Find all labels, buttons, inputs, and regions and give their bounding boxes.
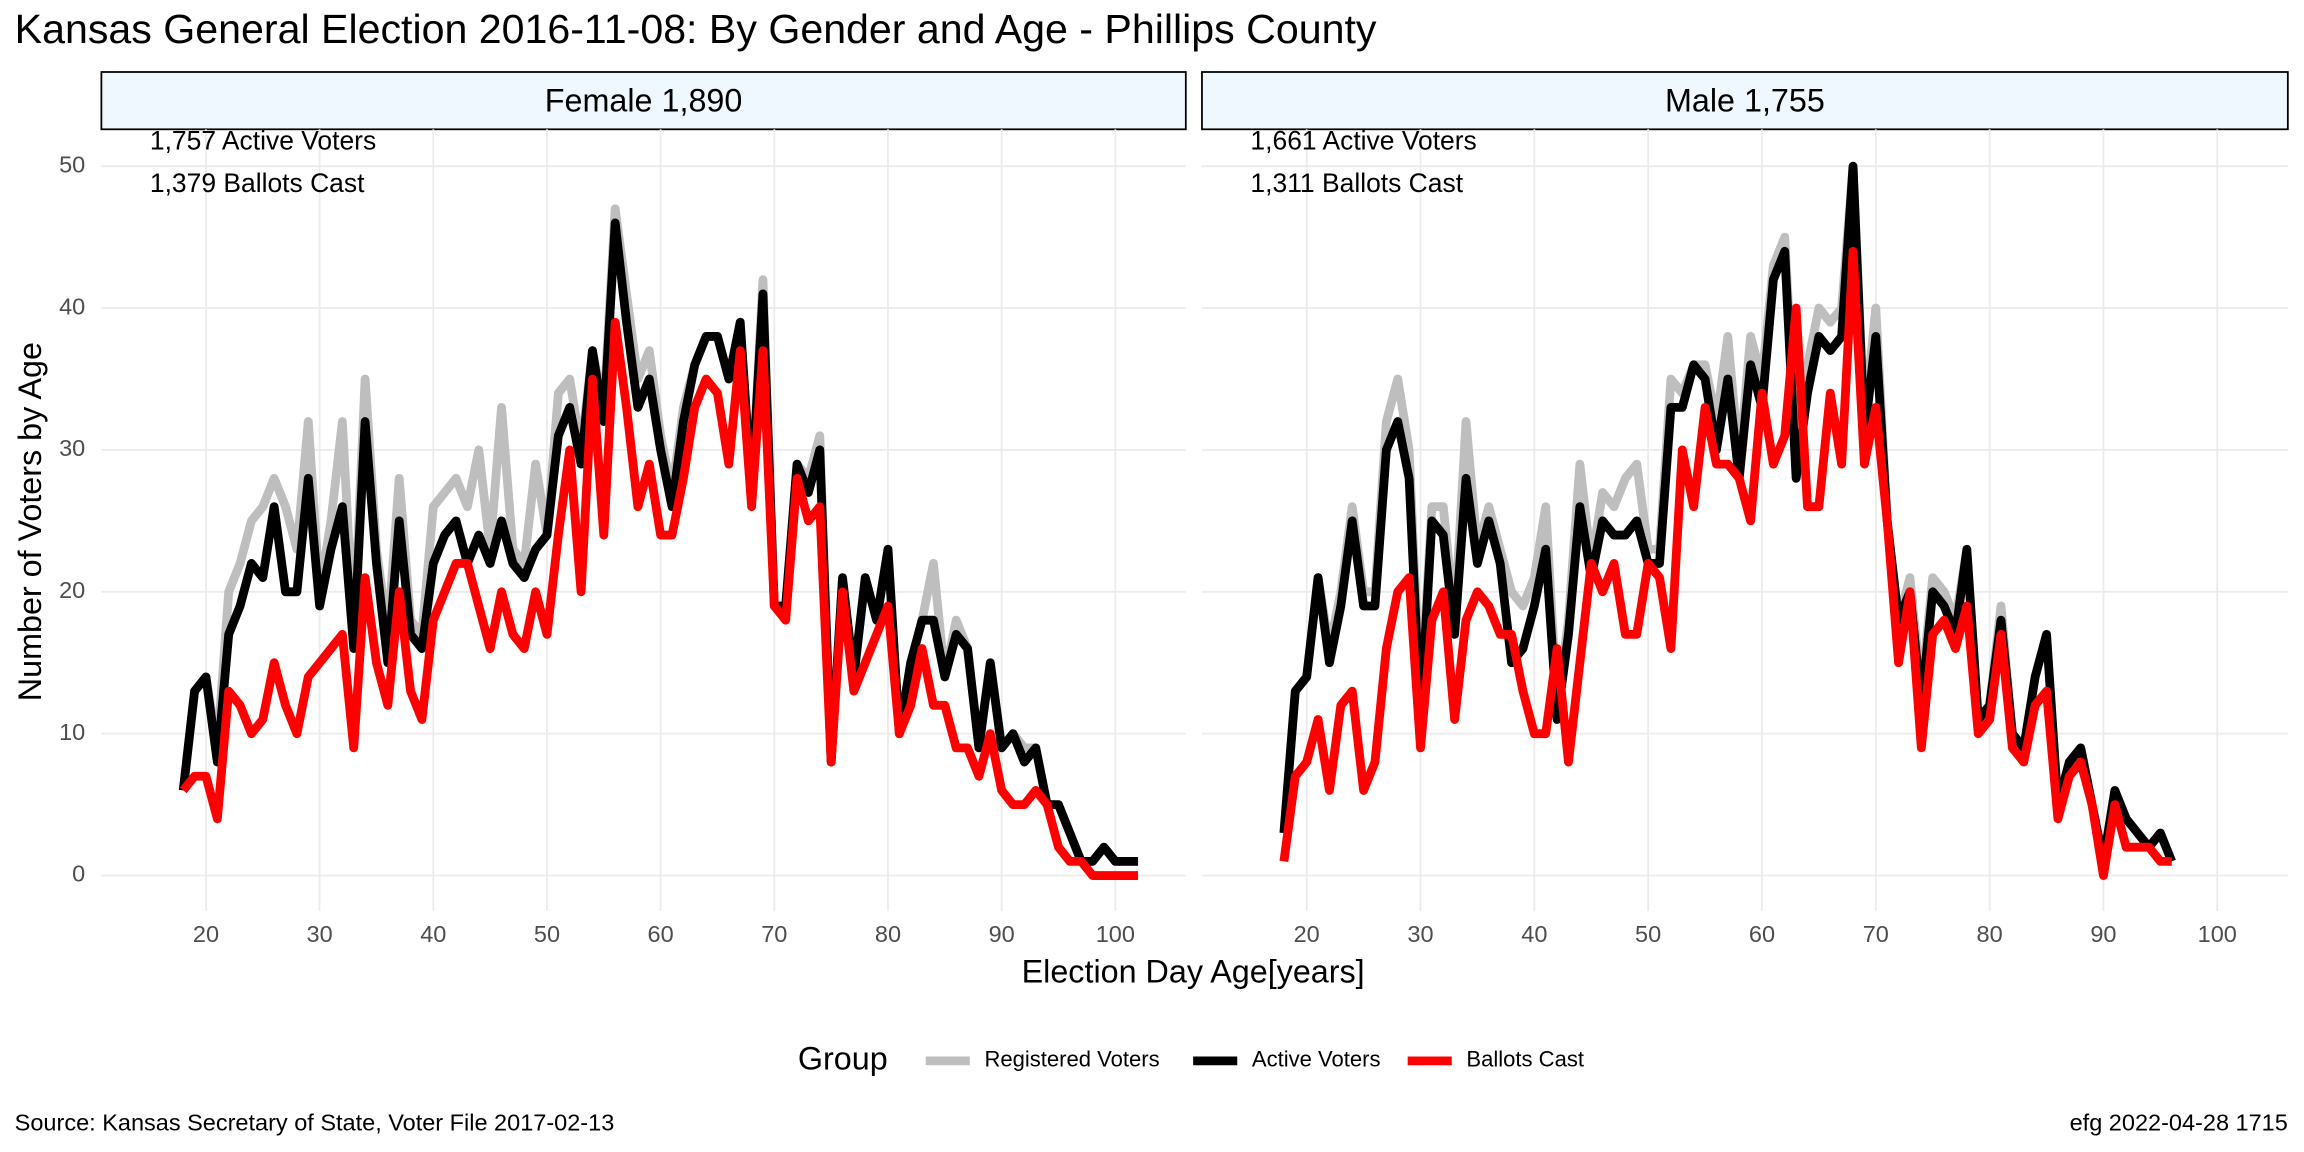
x-tick-label: 70 bbox=[761, 921, 787, 947]
x-tick-label: 40 bbox=[1521, 921, 1547, 947]
x-tick-label: 70 bbox=[1863, 921, 1889, 947]
legend-label: Registered Voters bbox=[984, 1047, 1159, 1072]
source: Source: Kansas Secretary of State, Voter… bbox=[15, 1109, 615, 1135]
series-line bbox=[1279, 161, 2176, 866]
x-tick-label: 20 bbox=[1294, 921, 1320, 947]
x-tick-label: 50 bbox=[1635, 921, 1661, 947]
x-tick-label: 60 bbox=[648, 921, 674, 947]
credit: efg 2022-04-28 1715 bbox=[2070, 1109, 2288, 1135]
x-tick-label: 40 bbox=[420, 921, 446, 947]
chart-title: Kansas General Election 2016-11-08: By G… bbox=[15, 6, 1377, 52]
y-tick-label: 40 bbox=[59, 293, 85, 319]
x-tick-label: 60 bbox=[1749, 921, 1775, 947]
strip-label: Female 1,890 bbox=[545, 82, 743, 118]
strip-label: Male 1,755 bbox=[1665, 82, 1825, 118]
strip bbox=[1201, 71, 2289, 131]
y-tick-label: 30 bbox=[59, 435, 85, 461]
x-axis-label: Election Day Age[years] bbox=[1022, 954, 1365, 990]
y-tick-label: 10 bbox=[59, 719, 85, 745]
x-tick-label: 50 bbox=[534, 921, 560, 947]
legend-title: Group bbox=[798, 1040, 888, 1076]
series-line bbox=[179, 317, 1139, 880]
series-line bbox=[1279, 246, 2172, 880]
annotation: 1,661 Active Voters bbox=[1250, 126, 1476, 156]
x-tick-label: 30 bbox=[307, 921, 333, 947]
x-tick-label: 100 bbox=[1096, 921, 1135, 947]
legend-label: Active Voters bbox=[1252, 1047, 1381, 1072]
series-line bbox=[1279, 161, 2176, 866]
annotation: 1,757 Active Voters bbox=[150, 126, 376, 156]
x-tick-label: 30 bbox=[1407, 921, 1433, 947]
strip bbox=[100, 71, 1187, 131]
x-tick-label: 90 bbox=[989, 921, 1015, 947]
y-tick-label: 50 bbox=[59, 151, 85, 177]
y-axis-label: Number of Voters by Age bbox=[12, 342, 48, 701]
y-tick-label: 0 bbox=[72, 861, 85, 887]
x-tick-label: 80 bbox=[875, 921, 901, 947]
x-tick-label: 80 bbox=[1977, 921, 2003, 947]
annotation: 1,311 Ballots Cast bbox=[1250, 168, 1463, 198]
x-tick-label: 90 bbox=[2090, 921, 2116, 947]
series-line bbox=[178, 218, 1139, 866]
x-tick-label: 100 bbox=[2198, 921, 2237, 947]
annotation: 1,379 Ballots Cast bbox=[150, 168, 365, 198]
x-tick-label: 20 bbox=[193, 921, 219, 947]
y-tick-label: 20 bbox=[59, 577, 85, 603]
legend-label: Ballots Cast bbox=[1466, 1047, 1584, 1072]
